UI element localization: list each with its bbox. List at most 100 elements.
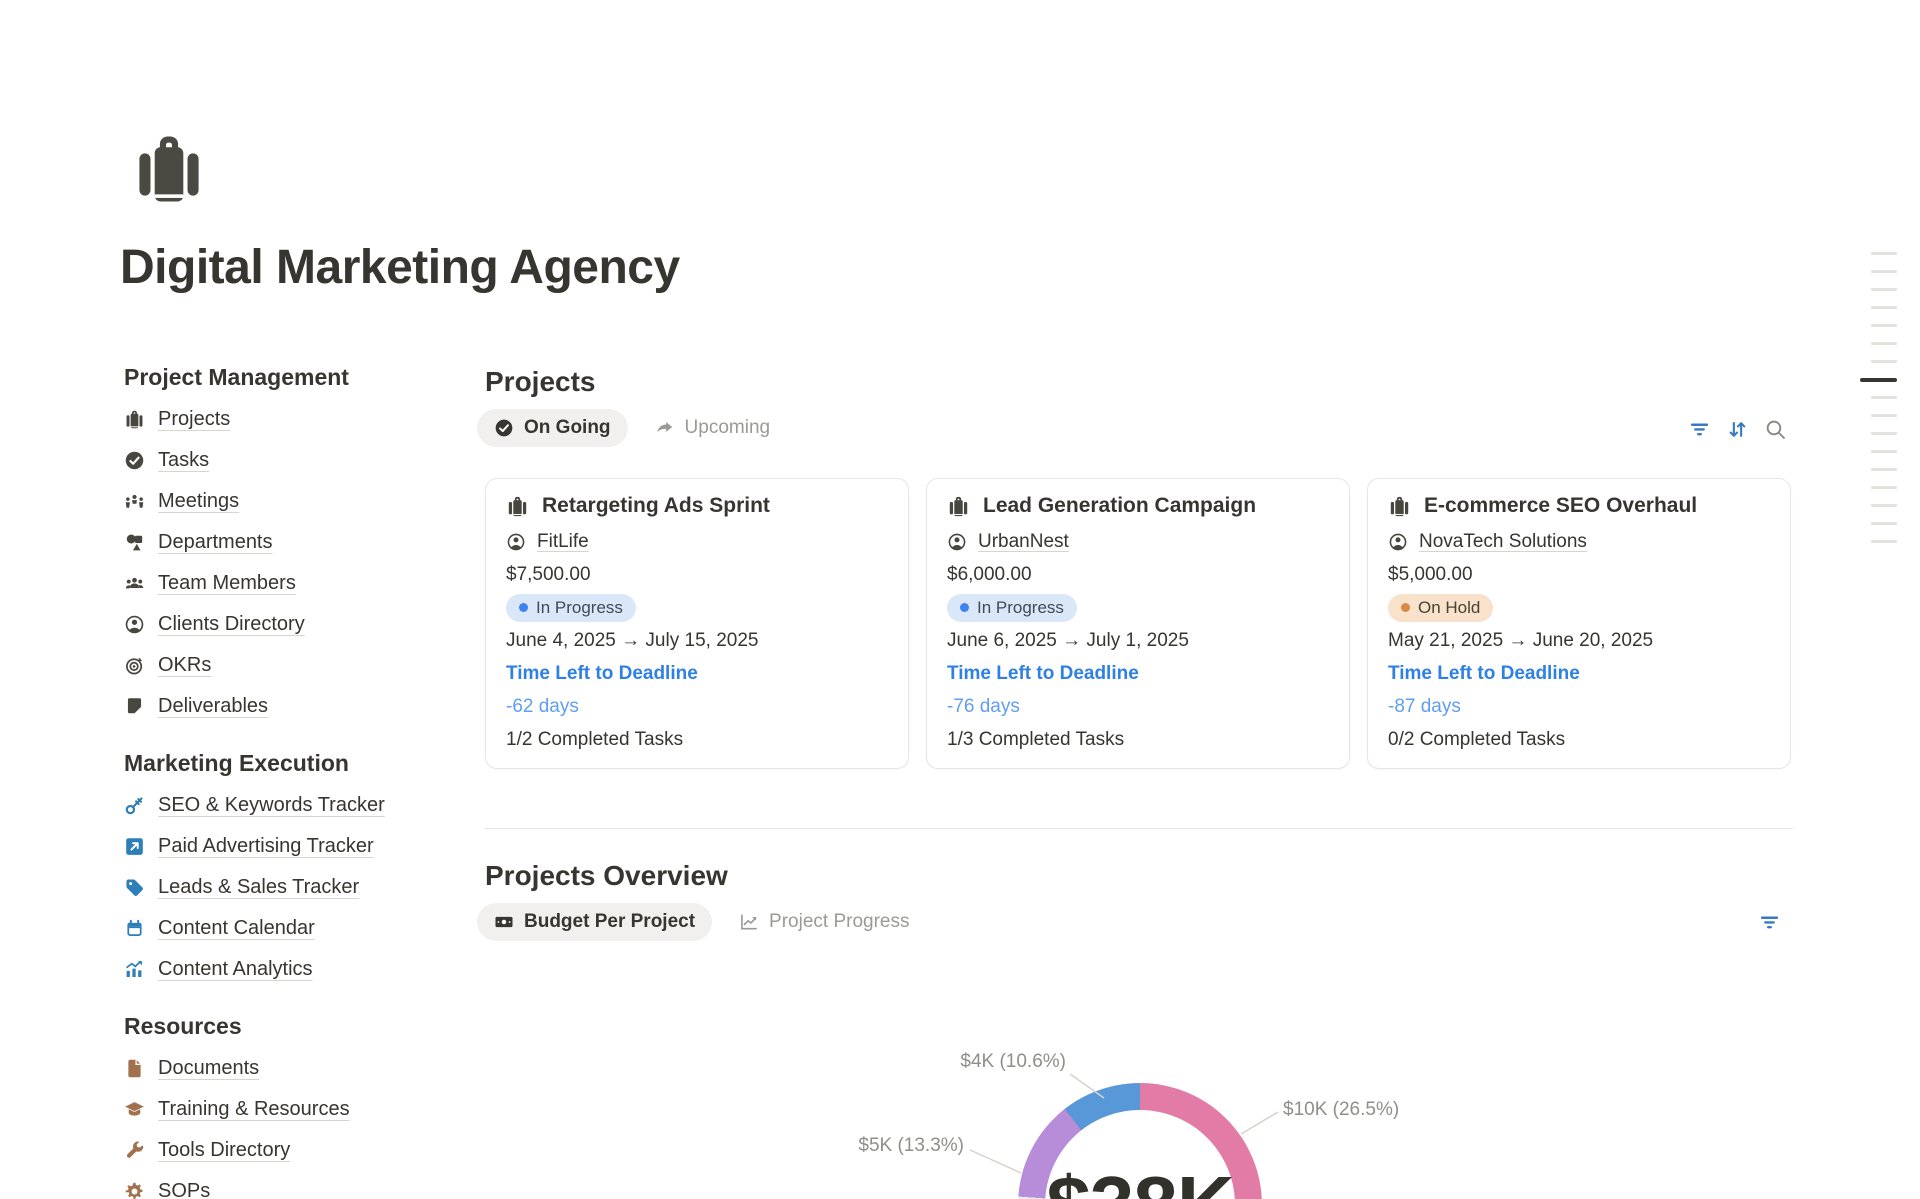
calendar-icon bbox=[124, 918, 145, 939]
projects-heading: Projects bbox=[485, 366, 596, 397]
sidebar-item-seo-keywords-tracker[interactable]: SEO & Keywords Tracker bbox=[124, 785, 469, 826]
search-icon[interactable] bbox=[1764, 418, 1787, 441]
projects-toolbar bbox=[1688, 418, 1787, 441]
sidebar-item-label: Content Calendar bbox=[158, 917, 315, 939]
project-card[interactable]: Lead Generation Campaign UrbanNest $6,00… bbox=[926, 478, 1350, 769]
card-title-row: Lead Generation Campaign bbox=[947, 487, 1327, 525]
sidebar-item-label: Paid Advertising Tracker bbox=[158, 835, 374, 857]
toc-dash[interactable] bbox=[1871, 396, 1897, 399]
sort-icon[interactable] bbox=[1726, 418, 1749, 441]
toc-dash[interactable] bbox=[1860, 378, 1897, 382]
briefcase-icon[interactable] bbox=[130, 130, 208, 208]
project-card[interactable]: Retargeting Ads Sprint FitLife $7,500.00… bbox=[485, 478, 909, 769]
sidebar-item-projects[interactable]: Projects bbox=[124, 399, 469, 440]
client-link[interactable]: UrbanNest bbox=[978, 530, 1069, 552]
toc-dash[interactable] bbox=[1871, 522, 1897, 525]
tab-budget-per-project[interactable]: Budget Per Project bbox=[477, 903, 713, 941]
forward-arrow-icon bbox=[655, 418, 675, 438]
sidebar-item-label: Content Analytics bbox=[158, 958, 313, 980]
sidebar-item-sops[interactable]: SOPs bbox=[124, 1171, 469, 1199]
chart-leader-lines bbox=[969, 1073, 1279, 1174]
toc-dash[interactable] bbox=[1871, 450, 1897, 453]
sidebar-item-leads-sales-tracker[interactable]: Leads & Sales Tracker bbox=[124, 867, 469, 908]
toc-dash[interactable] bbox=[1871, 414, 1897, 417]
sidebar-item-label: Tools Directory bbox=[158, 1139, 291, 1161]
chart-slice-label: $5K (13.3%) bbox=[858, 1135, 964, 1156]
toc-dash[interactable] bbox=[1871, 540, 1897, 543]
toc-dash[interactable] bbox=[1871, 252, 1897, 255]
tab-project-progress[interactable]: Project Progress bbox=[722, 903, 926, 941]
sidebar-item-label: Clients Directory bbox=[158, 613, 305, 635]
people-icon bbox=[124, 573, 145, 594]
sidebar-item-content-calendar[interactable]: Content Calendar bbox=[124, 908, 469, 949]
client-link[interactable]: FitLife bbox=[537, 530, 589, 552]
shapes-icon bbox=[124, 532, 145, 553]
time-left-value: -62 days bbox=[506, 695, 579, 717]
project-title: Retargeting Ads Sprint bbox=[542, 494, 770, 517]
date-range: May 21, 2025 → June 20, 2025 bbox=[1388, 629, 1654, 651]
tab-upcoming[interactable]: Upcoming bbox=[638, 409, 788, 447]
status-label: On Hold bbox=[1418, 597, 1481, 617]
sidebar-item-content-analytics[interactable]: Content Analytics bbox=[124, 949, 469, 990]
sidebar: Project Management Projects Tasks Meetin… bbox=[124, 362, 469, 1199]
toc-dash[interactable] bbox=[1871, 468, 1897, 471]
check-circle-icon bbox=[124, 450, 145, 471]
page-title: Digital Marketing Agency bbox=[120, 241, 680, 294]
tab-label: Upcoming bbox=[684, 417, 771, 438]
toc-dash[interactable] bbox=[1871, 360, 1897, 363]
sidebar-item-label: OKRs bbox=[158, 654, 212, 676]
sidebar-item-label: Documents bbox=[158, 1057, 260, 1079]
toc-dash[interactable] bbox=[1871, 270, 1897, 273]
budget-value: $5,000.00 bbox=[1388, 563, 1473, 585]
toc-dash[interactable] bbox=[1871, 432, 1897, 435]
check-circle-icon bbox=[494, 418, 514, 438]
sidebar-item-paid-advertising-tracker[interactable]: Paid Advertising Tracker bbox=[124, 826, 469, 867]
sidebar-section-resources: Resources Documents Training & Resources… bbox=[124, 1011, 469, 1199]
status-badge: On Hold bbox=[1388, 593, 1494, 622]
card-title-row: E-commerce SEO Overhaul bbox=[1388, 487, 1768, 525]
tab-on-going[interactable]: On Going bbox=[477, 409, 628, 447]
sidebar-item-label: Deliverables bbox=[158, 695, 269, 717]
sidebar-item-tasks[interactable]: Tasks bbox=[124, 440, 469, 481]
completed-tasks: 1/2 Completed Tasks bbox=[506, 728, 684, 750]
deadline-label: Time Left to Deadline bbox=[947, 662, 1139, 684]
graduation-cap-icon bbox=[124, 1099, 145, 1120]
toc-dash[interactable] bbox=[1871, 504, 1897, 507]
client-row: UrbanNest bbox=[947, 525, 1327, 558]
status-row: In Progress bbox=[506, 591, 886, 624]
status-dot-icon bbox=[1401, 603, 1410, 612]
overview-view-tabs: Budget Per Project Project Progress bbox=[477, 903, 927, 941]
client-link[interactable]: NovaTech Solutions bbox=[1419, 530, 1587, 552]
sidebar-item-deliverables[interactable]: Deliverables bbox=[124, 686, 469, 727]
toc-dash[interactable] bbox=[1871, 306, 1897, 309]
status-badge: In Progress bbox=[947, 593, 1077, 622]
time-left-value: -87 days bbox=[1388, 695, 1461, 717]
sidebar-item-label: Departments bbox=[158, 531, 273, 553]
tab-label: On Going bbox=[524, 417, 611, 438]
chart-center-total: $38K bbox=[1018, 1083, 1262, 1199]
sidebar-item-departments[interactable]: Departments bbox=[124, 522, 469, 563]
section-heading: Marketing Execution bbox=[124, 750, 349, 776]
sidebar-item-documents[interactable]: Documents bbox=[124, 1048, 469, 1089]
filter-icon[interactable] bbox=[1688, 418, 1711, 441]
filter-icon[interactable] bbox=[1758, 911, 1781, 934]
sidebar-item-clients-directory[interactable]: Clients Directory bbox=[124, 604, 469, 645]
toc-dash[interactable] bbox=[1871, 342, 1897, 345]
sidebar-item-label: Meetings bbox=[158, 490, 240, 512]
sidebar-item-okrs[interactable]: OKRs bbox=[124, 645, 469, 686]
sidebar-item-tools-directory[interactable]: Tools Directory bbox=[124, 1130, 469, 1171]
banknote-icon bbox=[494, 912, 514, 932]
toc-dash[interactable] bbox=[1871, 288, 1897, 291]
sidebar-item-training-resources[interactable]: Training & Resources bbox=[124, 1089, 469, 1130]
sidebar-item-meetings[interactable]: Meetings bbox=[124, 481, 469, 522]
status-dot-icon bbox=[519, 603, 528, 612]
project-card[interactable]: E-commerce SEO Overhaul NovaTech Solutio… bbox=[1367, 478, 1791, 769]
sidebar-item-team-members[interactable]: Team Members bbox=[124, 563, 469, 604]
toc-dash[interactable] bbox=[1871, 324, 1897, 327]
completed-tasks: 0/2 Completed Tasks bbox=[1388, 728, 1566, 750]
tab-label: Budget Per Project bbox=[524, 911, 696, 932]
gear-icon bbox=[124, 1181, 145, 1199]
toc-dash[interactable] bbox=[1871, 486, 1897, 489]
sidebar-item-label: Projects bbox=[158, 408, 231, 430]
briefcase-icon bbox=[947, 495, 970, 518]
